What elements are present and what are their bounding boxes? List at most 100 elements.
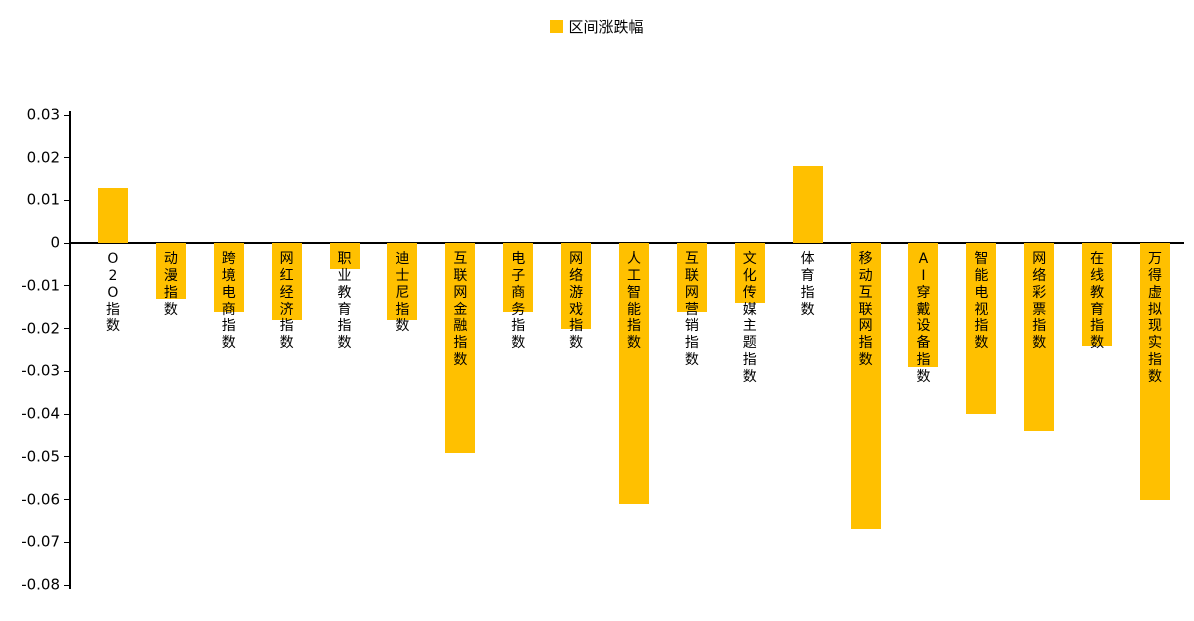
y-axis-tick-mark <box>64 499 70 501</box>
category-label-char: 指 <box>742 351 757 368</box>
category-label-char: 指 <box>1032 318 1047 335</box>
category-label-char: 数 <box>1090 335 1105 352</box>
category-label-char: 在 <box>1090 251 1105 268</box>
category-label-char: O <box>107 284 119 301</box>
category-label-char: 指 <box>974 318 989 335</box>
category-label-char: 2 <box>108 267 118 284</box>
bar <box>734 243 765 303</box>
bar <box>503 243 534 312</box>
category-label-char: 戴 <box>916 301 931 318</box>
bar <box>213 243 244 312</box>
bar <box>676 243 707 312</box>
bar <box>155 243 186 299</box>
category-label-char: 指 <box>163 284 178 301</box>
category-label-char: 网 <box>858 318 873 335</box>
category-label: 网络游戏指数 <box>567 251 585 352</box>
category-label-char: 跨 <box>221 251 236 268</box>
category-label-char: 数 <box>163 301 178 318</box>
category-label-char: 彩 <box>1032 284 1047 301</box>
category-label-char: 指 <box>453 335 468 352</box>
category-label-char: 指 <box>569 318 584 335</box>
bar <box>850 243 881 530</box>
category-label-char: 戏 <box>569 301 584 318</box>
category-label-char: 数 <box>1148 368 1163 385</box>
category-label-char: 数 <box>105 318 120 335</box>
y-axis-tick-mark <box>64 328 70 330</box>
y-axis-tick-label: -0.05 <box>21 447 60 466</box>
category-label-char: 现 <box>1148 318 1163 335</box>
category-label-char: 数 <box>337 335 352 352</box>
y-axis-tick-label: 0.03 <box>26 105 60 124</box>
category-label-char: 互 <box>453 251 468 268</box>
category-label-char: 数 <box>453 351 468 368</box>
category-label-char: 智 <box>627 284 641 301</box>
category-label-char: 数 <box>742 368 757 385</box>
category-label-char: 能 <box>974 267 989 284</box>
category-label-char: 育 <box>800 267 815 284</box>
bar <box>1082 243 1113 346</box>
category-label-char: 线 <box>1090 267 1105 284</box>
category-label-char: 境 <box>221 267 236 284</box>
category-label-char: 数 <box>511 335 526 352</box>
category-label-char: 务 <box>511 301 526 318</box>
category-label-char: 数 <box>684 351 699 368</box>
bar <box>97 187 128 244</box>
category-label-char: 网 <box>684 284 699 301</box>
bar <box>1024 243 1055 432</box>
category-label-char: 育 <box>1090 301 1105 318</box>
category-label-char: 数 <box>974 335 989 352</box>
category-label-char: 尼 <box>395 284 410 301</box>
category-label-char: 数 <box>627 335 641 352</box>
category-label-char: 拟 <box>1148 301 1163 318</box>
category-label-char: A <box>918 251 929 268</box>
category-label-char: 得 <box>1148 267 1163 284</box>
category-label: 互联网营销指数 <box>683 251 701 369</box>
category-label-char: 虚 <box>1148 284 1163 301</box>
category-label-char: 红 <box>279 267 294 284</box>
category-label: 体育指数 <box>799 251 817 318</box>
category-label: 移动互联网指数 <box>857 251 875 369</box>
category-label-char: 设 <box>916 318 931 335</box>
category-label-char: 主 <box>742 318 757 335</box>
category-label-char: I <box>921 267 926 284</box>
category-label-char: 体 <box>800 251 815 268</box>
category-label-char: 教 <box>337 284 352 301</box>
category-label-char: 经 <box>279 284 294 301</box>
category-label-char: O <box>107 251 119 268</box>
y-axis-tick-label: -0.07 <box>21 532 60 551</box>
category-label-char: 指 <box>627 318 641 335</box>
category-label-char: 数 <box>916 368 931 385</box>
category-label-char: 营 <box>684 301 699 318</box>
category-label-char: 能 <box>627 301 641 318</box>
category-label: 动漫指数 <box>162 251 180 318</box>
bar <box>908 243 939 368</box>
y-axis-tick-label: -0.08 <box>21 575 60 594</box>
legend: 区间涨跌幅 <box>0 16 1194 37</box>
category-label: 智能电视指数 <box>972 251 990 352</box>
category-label-char: 济 <box>279 301 294 318</box>
bar <box>1140 243 1171 500</box>
category-label: 网络彩票指数 <box>1030 251 1048 352</box>
category-label-char: 指 <box>916 351 931 368</box>
category-label: 跨境电商指数 <box>220 251 238 352</box>
y-axis-tick-mark <box>64 199 70 201</box>
category-label: 人工智能指数 <box>625 251 643 352</box>
category-label-char: 传 <box>742 284 757 301</box>
category-label-char: 指 <box>684 335 699 352</box>
category-label-char: 动 <box>858 267 873 284</box>
bar <box>619 243 649 504</box>
category-label: 互联网金融指数 <box>451 251 469 369</box>
category-label-char: 联 <box>684 267 699 284</box>
category-label-char: 数 <box>395 318 410 335</box>
category-label-char: 指 <box>1148 351 1163 368</box>
category-label-char: 备 <box>916 335 931 352</box>
category-label-char: 网 <box>453 284 468 301</box>
legend-label: 区间涨跌幅 <box>568 18 644 36</box>
category-label-char: 络 <box>1032 267 1047 284</box>
category-label-char: 电 <box>221 284 236 301</box>
category-label-char: 教 <box>1090 284 1105 301</box>
category-label: 职业教育指数 <box>336 251 354 352</box>
category-label-char: 指 <box>105 301 120 318</box>
